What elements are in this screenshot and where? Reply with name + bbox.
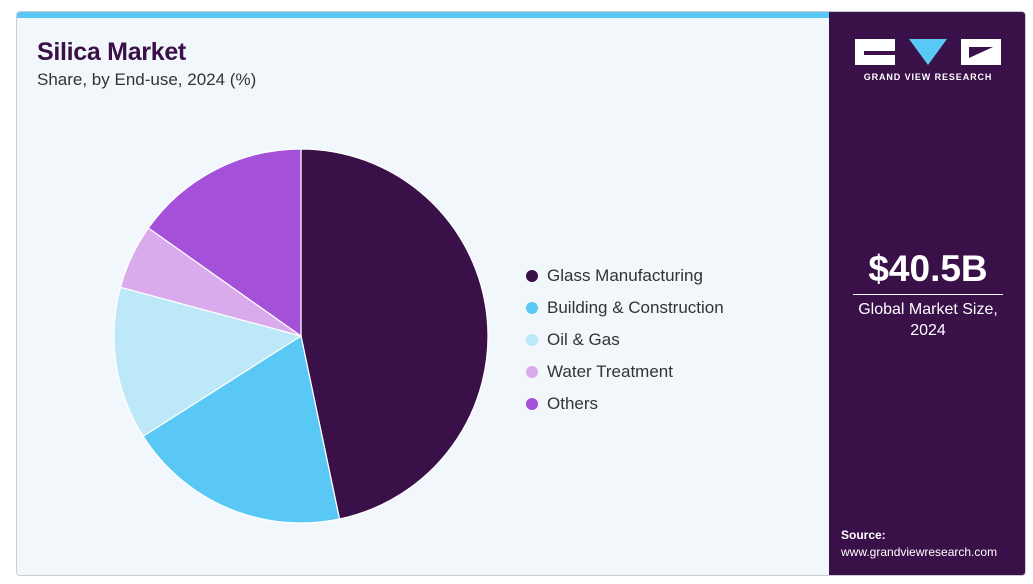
source-title: Source:	[841, 528, 886, 542]
summary-sidebar: GRAND VIEW RESEARCH $40.5B Global Market…	[829, 12, 1025, 575]
legend-label: Glass Manufacturing	[547, 266, 703, 285]
pie-slice-others	[147, 148, 302, 338]
legend-dot-icon	[526, 366, 538, 378]
gvr-logo-icon	[855, 39, 1001, 65]
divider	[853, 294, 1003, 295]
legend-dot-icon	[526, 270, 538, 282]
legend-item-glass-manufacturing: Glass Manufacturing	[526, 260, 724, 292]
legend-label: Oil & Gas	[547, 330, 620, 349]
market-size-label: Global Market Size, 2024	[858, 301, 998, 339]
market-size-value: $40.5B	[868, 248, 988, 289]
chart-panel: Silica Market Share, by End-use, 2024 (%…	[17, 12, 829, 575]
legend-item-building-construction: Building & Construction	[526, 292, 724, 324]
legend-label: Water Treatment	[547, 362, 673, 381]
infographic-card: Silica Market Share, by End-use, 2024 (%…	[16, 11, 1026, 576]
chart-legend: Glass Manufacturing Building & Constructi…	[526, 260, 724, 420]
chart-title: Silica Market	[37, 38, 186, 66]
legend-label: Building & Construction	[547, 298, 724, 317]
brand-name: GRAND VIEW RESEARCH	[863, 72, 993, 82]
legend-item-oil-gas: Oil & Gas	[526, 324, 724, 356]
chart-subtitle: Share, by End-use, 2024 (%)	[37, 70, 257, 89]
legend-dot-icon	[526, 398, 538, 410]
legend-label: Others	[547, 394, 599, 413]
source-url[interactable]: www.grandviewresearch.com	[841, 545, 998, 559]
pie-slice-glass-manufacturing	[300, 148, 489, 520]
legend-item-others: Others	[526, 388, 724, 420]
legend-dot-icon	[526, 302, 538, 314]
pie-slice-oil-gas	[113, 286, 303, 438]
brand-logo: GRAND VIEW RESEARCH	[855, 38, 1001, 82]
pie-chart	[113, 148, 489, 524]
accent-bar	[17, 12, 829, 18]
legend-dot-icon	[526, 334, 538, 346]
legend-item-water-treatment: Water Treatment	[526, 356, 724, 388]
pie-slice-building-construction	[142, 335, 341, 524]
